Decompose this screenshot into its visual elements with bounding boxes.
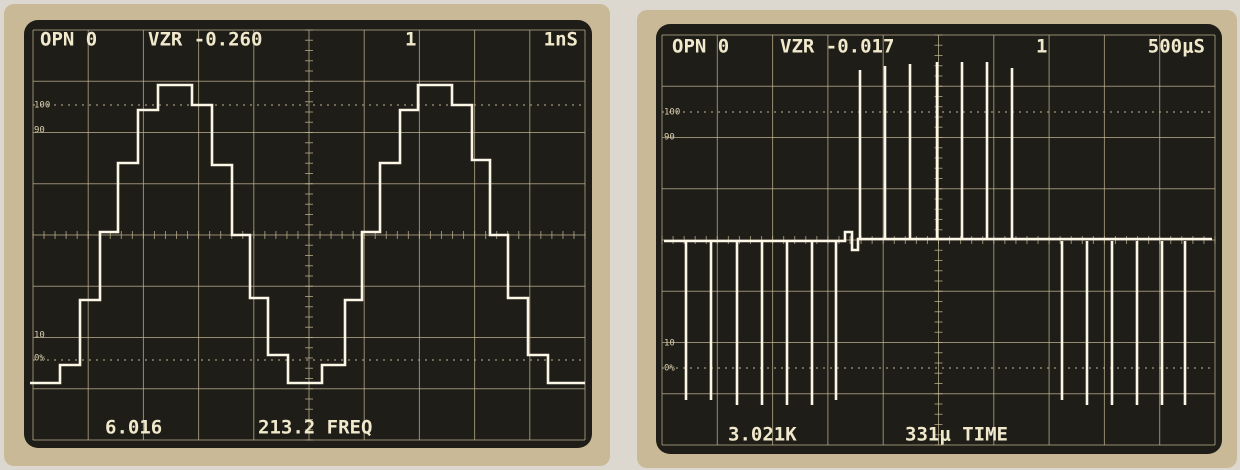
scale-label: 10 — [34, 331, 45, 341]
readout: 213.2 FREQ — [258, 417, 372, 439]
scale-label: 0% — [34, 354, 45, 364]
trigger: 1 — [405, 29, 416, 51]
readout: 331μ TIME — [905, 424, 1008, 446]
scale-label: 0% — [664, 364, 675, 374]
scale-label: 90 — [34, 126, 45, 136]
timebase: 1nS — [544, 29, 578, 51]
readout: 6.016 — [105, 417, 162, 439]
offset: VZR -0.017 — [780, 36, 894, 58]
channel: OPN 0 — [672, 36, 729, 58]
oscilloscope-photo: OPN 0 VZR -0.260 1 1nS 100 90 10 0% 6.01… — [0, 0, 1240, 470]
offset: VZR -0.260 — [148, 29, 262, 51]
trigger: 1 — [1036, 36, 1047, 58]
scale-label: 100 — [34, 101, 50, 111]
channel: OPN 0 — [40, 29, 97, 51]
readout: 3.021K — [728, 424, 797, 446]
timebase: 500μS — [1148, 36, 1205, 58]
scale-label: 100 — [664, 108, 680, 118]
scale-label: 90 — [664, 133, 675, 143]
scale-label: 10 — [664, 339, 675, 349]
